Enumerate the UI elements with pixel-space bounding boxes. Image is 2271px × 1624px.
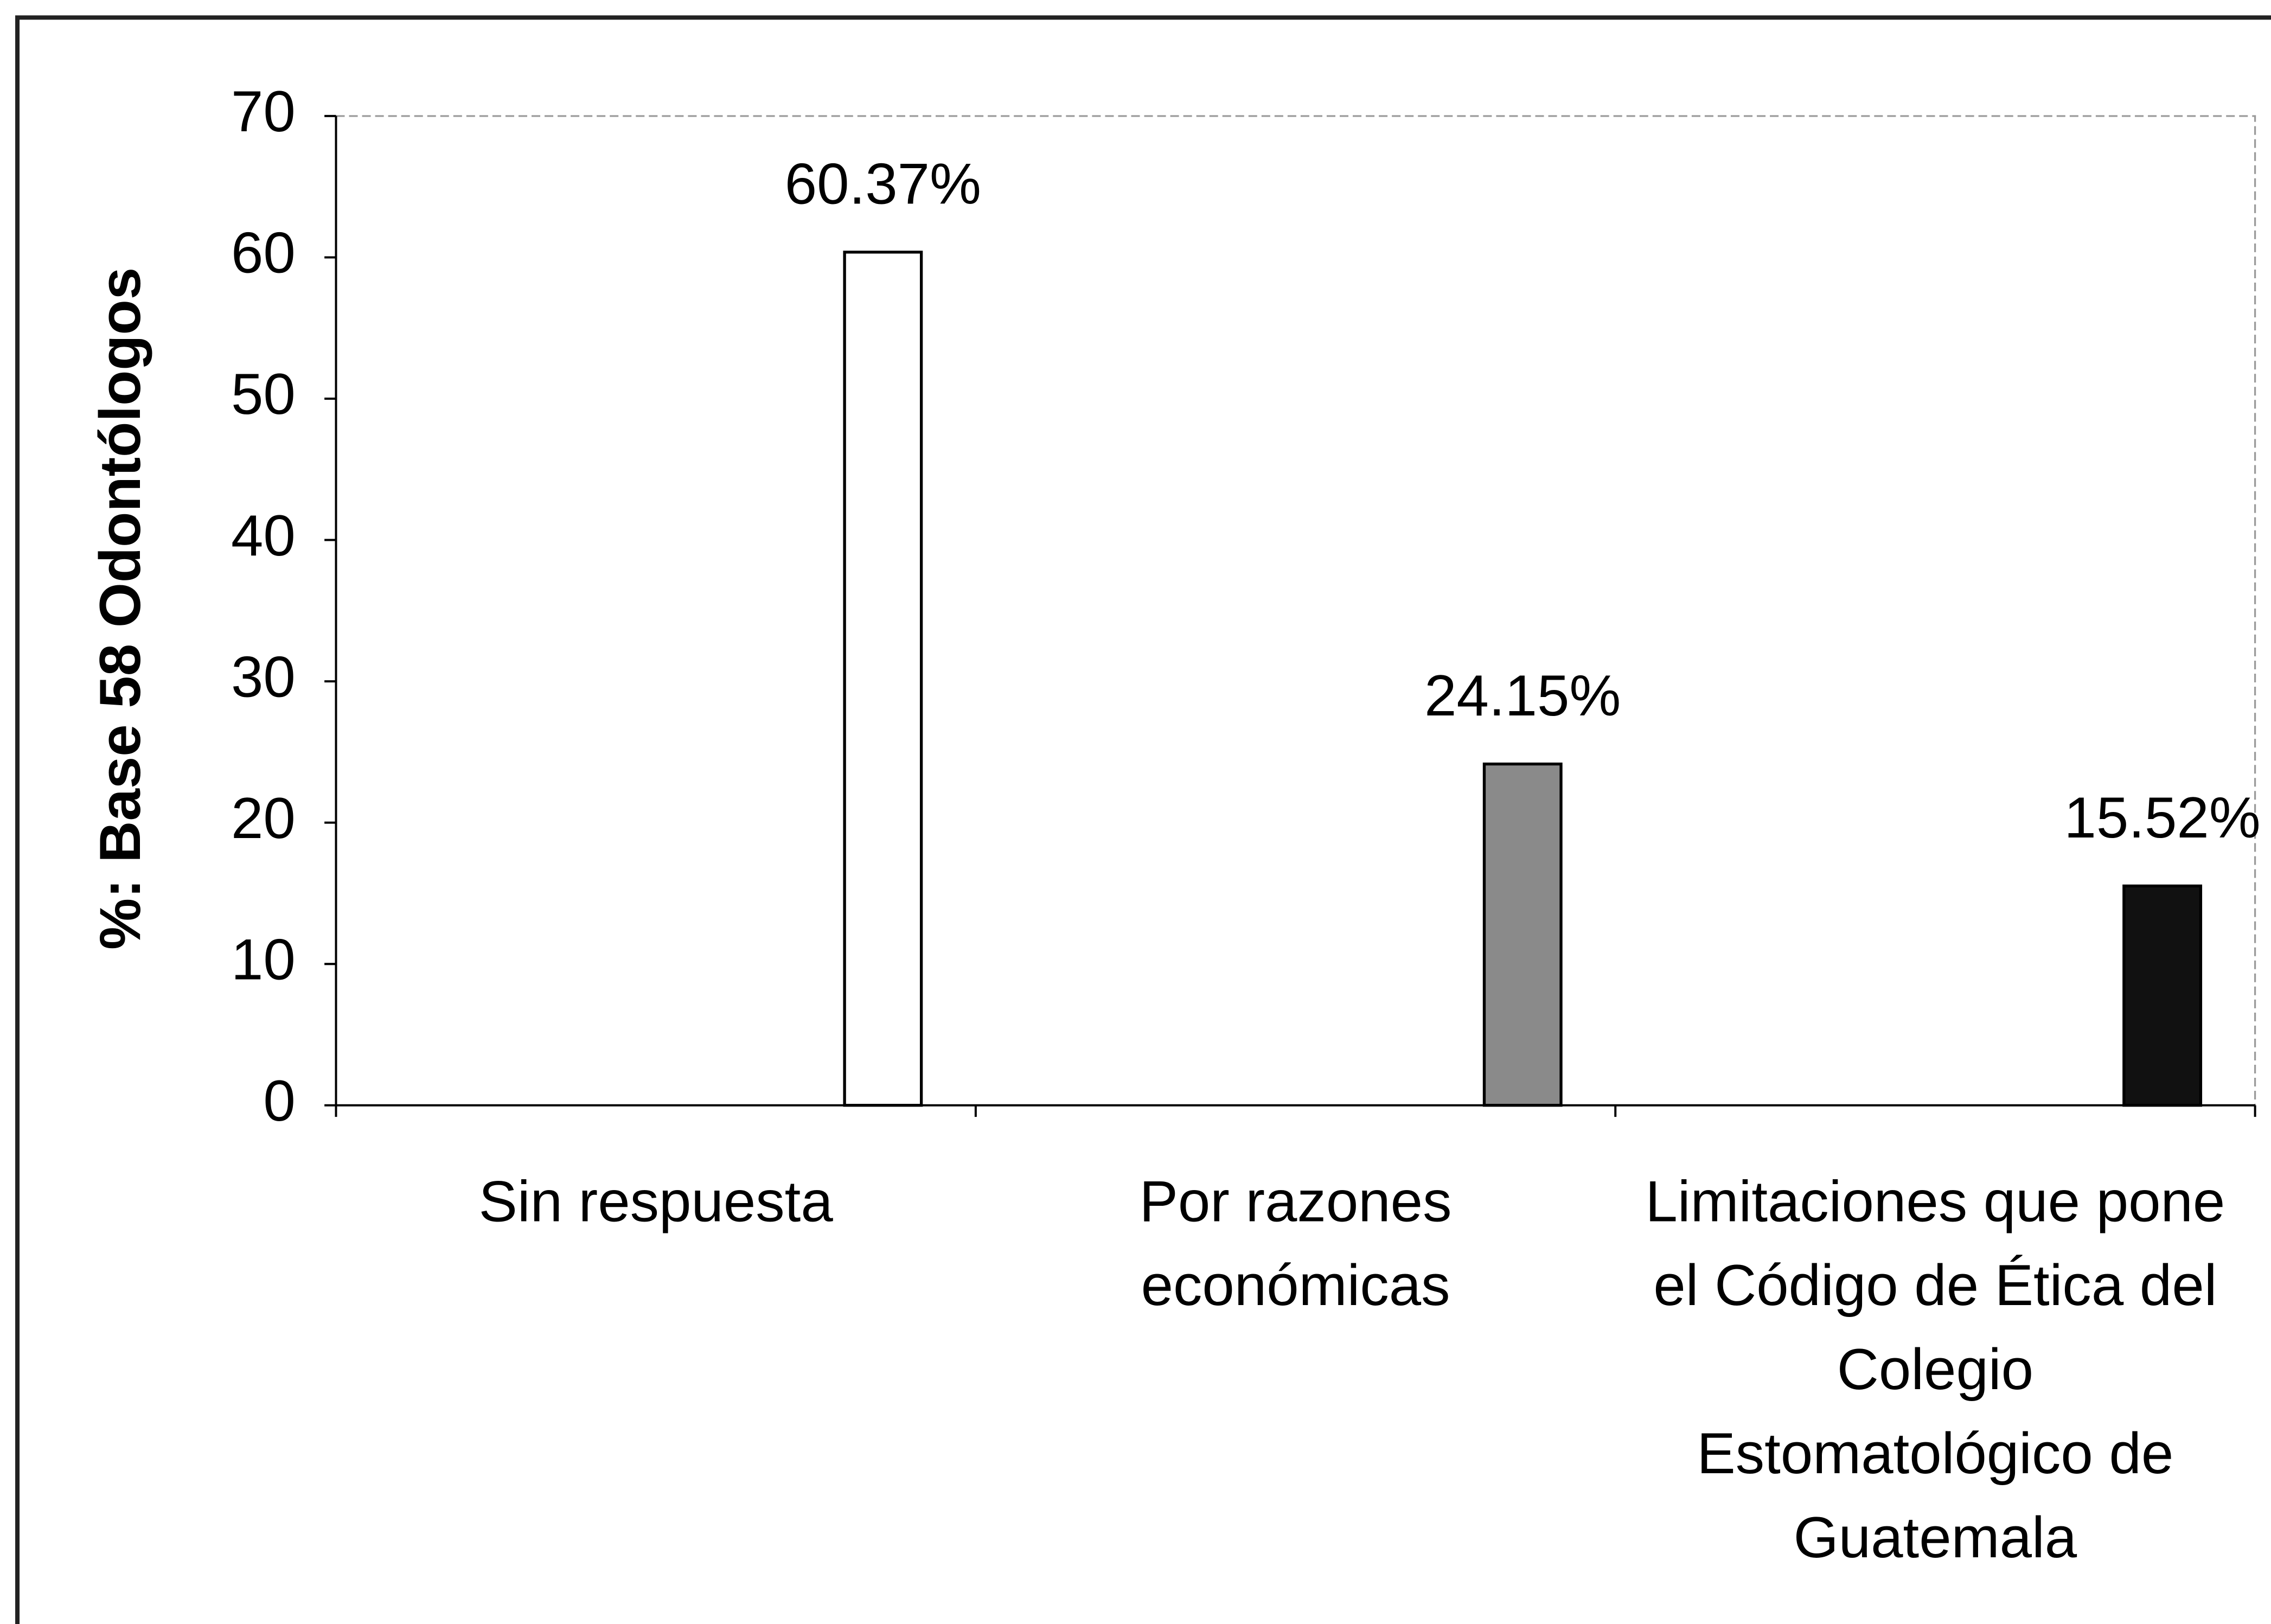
y-tick-label: 70 [231, 79, 296, 144]
x-tick-label-box: Sin respuesta [478, 1170, 833, 1235]
y-tick-label: 40 [231, 503, 296, 568]
y-tick-label: 50 [231, 361, 296, 426]
y-tick-label: 0 [263, 1068, 295, 1133]
y-axis-label: %: Base 58 Odontólogos [87, 267, 152, 950]
value-label: 24.15% [1424, 663, 1621, 728]
x-tick-label: Por razones económicas [1139, 1170, 1452, 1319]
bar [2122, 884, 2203, 1107]
bar [843, 251, 923, 1107]
chart-frame [15, 15, 2271, 1624]
x-tick-label: Limitaciones que pone el Código de Ética… [1645, 1170, 2225, 1570]
y-tick-label: 20 [231, 785, 296, 851]
x-tick-label-box: Por razones económicas [1139, 1170, 1452, 1319]
y-tick-label: 60 [231, 220, 296, 285]
x-tick-label: Sin respuesta [478, 1170, 833, 1235]
bar [1482, 762, 1563, 1107]
value-label: 60.37% [785, 151, 981, 216]
y-tick-label: 30 [231, 644, 296, 709]
value-label: 15.52% [2064, 785, 2261, 850]
y-tick-label: 10 [231, 926, 296, 992]
x-tick-label-box: Limitaciones que pone el Código de Ética… [1645, 1170, 2225, 1570]
